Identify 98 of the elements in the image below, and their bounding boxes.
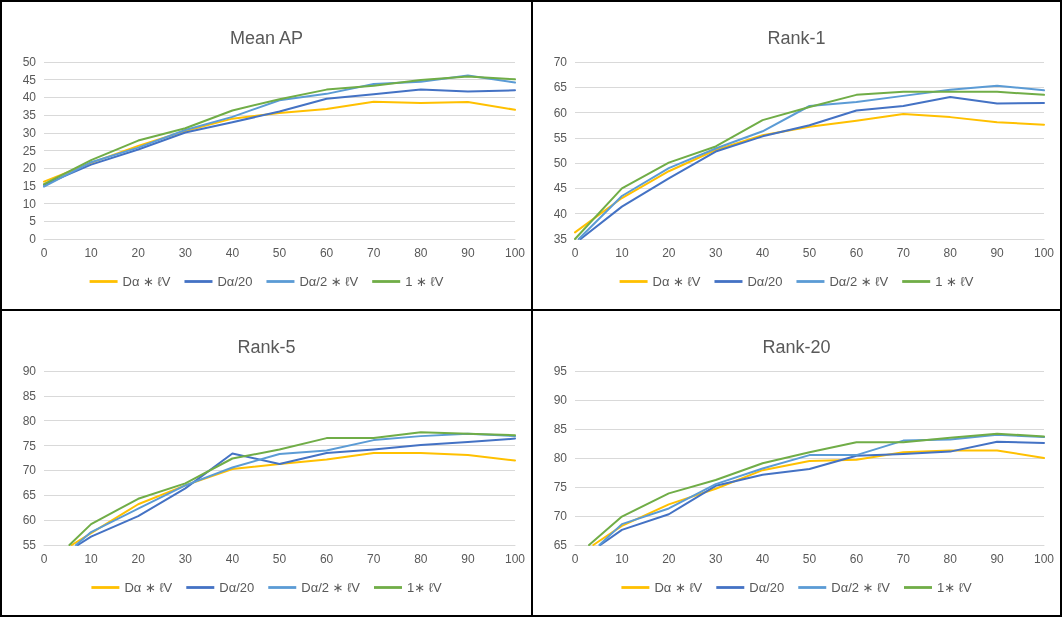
x-tick-label: 20	[131, 552, 146, 566]
y-tick-label: 75	[553, 480, 568, 494]
y-tick-label: 65	[553, 538, 568, 552]
x-tick-label: 20	[662, 552, 676, 566]
x-tick-label: 20	[662, 246, 676, 260]
legend-label: Dα/2 ∗ ℓV	[829, 274, 889, 289]
x-tick-label: 100	[1033, 246, 1055, 260]
legend-label: Dα/2 ∗ ℓV	[831, 580, 891, 595]
x-tick-label: 80	[414, 246, 428, 260]
chart-title: Rank-20	[762, 337, 831, 357]
x-tick-label: 40	[755, 552, 770, 566]
y-tick-label: 50	[553, 156, 568, 171]
x-tick-label: 0	[40, 246, 48, 260]
legend-label: Dα ∗ ℓV	[652, 274, 701, 289]
y-tick-label: 90	[22, 364, 37, 378]
chart-title: Rank-1	[767, 28, 826, 48]
x-tick-label: 60	[319, 552, 334, 566]
y-tick-label: 25	[22, 143, 37, 158]
x-tick-label: 30	[709, 246, 723, 260]
legend-label: Dα ∗ ℓV	[122, 274, 171, 289]
y-tick-label: 5	[29, 214, 37, 229]
x-tick-label: 100	[504, 552, 526, 566]
x-tick-label: 100	[504, 246, 526, 260]
x-tick-label: 100	[1033, 552, 1055, 566]
y-tick-label: 60	[553, 105, 568, 120]
legend-label: 1 ∗ ℓV	[935, 274, 974, 289]
y-tick-label: 35	[553, 232, 568, 246]
x-tick-label: 0	[571, 246, 579, 260]
legend-label: 1∗ ℓV	[407, 580, 442, 595]
y-tick-label: 70	[553, 55, 568, 69]
y-tick-label: 40	[553, 206, 568, 221]
y-tick-label: 80	[553, 451, 568, 465]
x-tick-label: 70	[896, 246, 911, 260]
x-tick-label: 30	[709, 552, 723, 566]
x-tick-label: 90	[990, 246, 1005, 260]
legend-label: 1 ∗ ℓV	[405, 274, 444, 289]
y-tick-label: 30	[22, 125, 37, 140]
x-tick-label: 60	[849, 246, 864, 260]
x-tick-label: 40	[225, 246, 240, 260]
x-tick-label: 0	[40, 552, 48, 566]
x-tick-label: 80	[943, 552, 958, 566]
y-tick-label: 85	[22, 388, 37, 403]
x-tick-label: 10	[84, 552, 99, 566]
legend-label: Dα/2 ∗ ℓV	[301, 580, 361, 595]
x-tick-label: 40	[225, 552, 240, 566]
x-tick-label: 50	[272, 246, 287, 260]
y-tick-label: 65	[553, 80, 568, 95]
y-tick-label: 20	[22, 161, 37, 176]
x-tick-label: 40	[755, 246, 770, 260]
y-tick-label: 60	[22, 513, 37, 528]
x-tick-label: 90	[990, 552, 1005, 566]
y-tick-label: 80	[22, 413, 37, 428]
y-tick-label: 95	[553, 364, 568, 378]
y-tick-label: 55	[553, 130, 568, 145]
y-tick-label: 55	[22, 538, 37, 552]
x-tick-label: 70	[367, 552, 381, 566]
x-tick-label: 20	[131, 246, 146, 260]
x-tick-label: 60	[319, 246, 334, 260]
legend-label: Dα/20	[219, 580, 255, 595]
legend-label: Dα/20	[217, 274, 253, 289]
legend-label: Dα/20	[747, 274, 783, 289]
x-tick-label: 50	[802, 552, 817, 566]
x-tick-label: 60	[849, 552, 864, 566]
y-tick-label: 65	[22, 488, 37, 503]
y-tick-label: 40	[22, 90, 37, 105]
y-tick-label: 35	[22, 108, 37, 123]
y-tick-label: 45	[22, 72, 37, 87]
x-tick-label: 50	[272, 552, 287, 566]
x-tick-label: 70	[896, 552, 911, 566]
y-tick-label: 15	[22, 178, 37, 193]
y-tick-label: 50	[22, 55, 37, 69]
legend-label: 1∗ ℓV	[937, 580, 972, 595]
x-tick-label: 90	[461, 246, 475, 260]
x-tick-label: 30	[178, 552, 193, 566]
legend-label: Dα ∗ ℓV	[124, 580, 173, 595]
x-tick-label: 80	[943, 246, 958, 260]
legend-label: Dα ∗ ℓV	[654, 580, 703, 595]
chart-title: Mean AP	[229, 28, 304, 48]
x-tick-label: 30	[178, 246, 193, 260]
legend-label: Dα/20	[749, 580, 785, 595]
x-tick-label: 10	[84, 246, 99, 260]
legend-label: Dα/2 ∗ ℓV	[299, 274, 359, 289]
chart-title: Rank-5	[237, 337, 296, 357]
y-tick-label: 75	[22, 438, 37, 453]
x-tick-label: 50	[802, 246, 817, 260]
y-tick-label: 90	[553, 393, 568, 407]
y-tick-label: 85	[553, 422, 568, 436]
y-tick-label: 45	[553, 181, 568, 196]
y-tick-label: 70	[553, 509, 568, 523]
y-tick-label: 10	[22, 196, 37, 211]
x-tick-label: 10	[615, 552, 629, 566]
x-tick-label: 80	[414, 552, 428, 566]
y-tick-label: 70	[22, 463, 37, 478]
x-tick-label: 90	[461, 552, 475, 566]
x-tick-label: 70	[367, 246, 381, 260]
x-tick-label: 10	[615, 246, 629, 260]
x-tick-label: 0	[571, 552, 579, 566]
y-tick-label: 0	[29, 232, 37, 246]
